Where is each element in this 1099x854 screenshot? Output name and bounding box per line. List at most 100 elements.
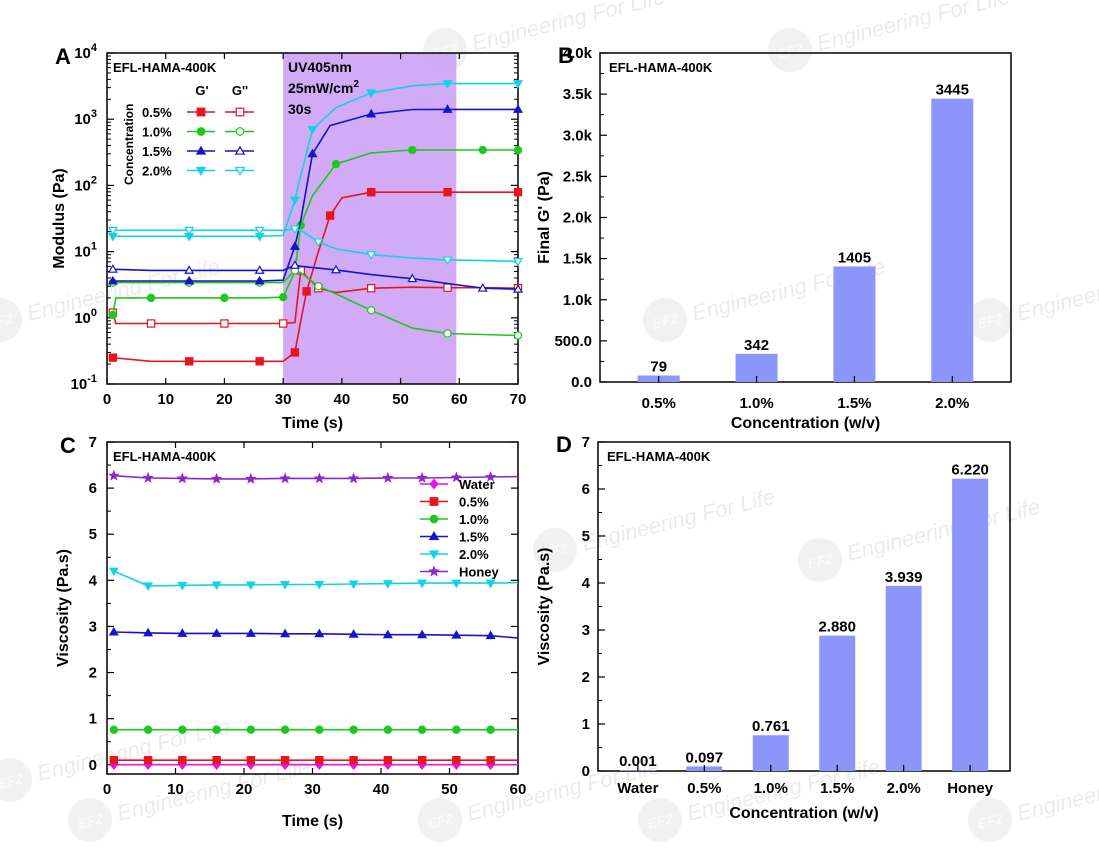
sample-label: EFL-HAMA-400K <box>113 60 217 75</box>
y-tick-label: 0 <box>89 757 97 774</box>
data-point <box>417 629 428 639</box>
data-label: 79 <box>650 359 667 376</box>
data-point <box>255 357 264 366</box>
data-point <box>452 725 461 734</box>
data-point <box>108 626 119 636</box>
data-point <box>512 257 524 267</box>
y-axis-label: Viscosity (Pa.s) <box>536 548 553 666</box>
y-tick-label: 10-1 <box>71 373 97 393</box>
data-point <box>513 331 523 340</box>
data-point <box>347 472 360 484</box>
data-point <box>289 196 300 206</box>
data-point <box>442 104 453 113</box>
panel-label: C <box>60 433 76 458</box>
x-tick-label: 20 <box>236 781 253 798</box>
data-point <box>383 755 393 765</box>
legend-label: Water <box>459 477 495 492</box>
data-point <box>512 104 524 113</box>
y-tick-label: 2.0k <box>563 210 593 227</box>
plot-frame <box>106 441 519 775</box>
legend-label: 2.0% <box>142 164 172 179</box>
watermark-logo-text: EF2 <box>651 310 680 332</box>
data-label: 3.939 <box>885 569 923 586</box>
watermark-logo <box>798 538 842 582</box>
data-point <box>451 579 462 589</box>
data-point <box>184 275 195 285</box>
x-axis-label: Time (s) <box>282 415 343 432</box>
bar <box>833 266 876 382</box>
watermark-logo <box>638 798 682 842</box>
x-tick-label: Water <box>617 780 658 797</box>
data-point <box>108 310 118 320</box>
series-line <box>112 269 519 337</box>
data-point <box>245 628 256 637</box>
data-point <box>107 264 118 273</box>
data-point <box>245 581 256 591</box>
uv-line-2: 25mW/cm2 <box>288 79 359 96</box>
panel-c: 0 10 20 30 40 50 60 0 1 2 3 4 5 6 7 Water 0.5% 1.0% 1.5% 2.… <box>55 433 526 830</box>
data-point <box>211 628 222 637</box>
data-point <box>485 579 496 589</box>
legend-marker <box>429 497 439 506</box>
legend-title: Concentration <box>122 104 136 185</box>
data-point <box>177 628 188 637</box>
y-tick-label: 103 <box>74 108 97 128</box>
uv-line-3: 30s <box>288 101 312 117</box>
data-point <box>108 567 119 577</box>
watermark-logo-text: EF2 <box>976 310 1005 332</box>
watermark-logo <box>968 798 1012 842</box>
x-tick-label: 60 <box>451 391 468 408</box>
data-point <box>220 293 229 303</box>
bar <box>952 478 989 771</box>
data-point <box>383 725 393 734</box>
y-tick-label: 3 <box>582 622 590 639</box>
x-tick-label: 0.5% <box>642 395 676 412</box>
y-tick-label: 101 <box>74 241 97 261</box>
data-point <box>315 725 324 734</box>
watermark-text: Engineering For Life <box>579 484 777 556</box>
legend-marker <box>428 531 440 541</box>
data-point <box>289 241 300 250</box>
legend-label: 1.5% <box>142 144 172 159</box>
uv-region <box>283 53 457 384</box>
x-tick-label: 50 <box>441 781 458 798</box>
data-point <box>176 472 189 484</box>
data-point <box>417 725 427 734</box>
y-tick-label: 3.5k <box>563 86 593 103</box>
data-point <box>143 725 153 734</box>
y-axis-label: Viscosity (Pa.s) <box>55 549 72 667</box>
legend-marker <box>429 514 439 524</box>
y-tick-label: 4.0k <box>563 45 593 62</box>
y-tick-label: 100 <box>74 307 97 327</box>
data-label: 0.761 <box>752 718 790 735</box>
y-tick-label: 1 <box>582 716 590 733</box>
series-line <box>112 108 518 282</box>
data-point <box>279 472 291 484</box>
legend-marker-g1 <box>195 166 207 176</box>
data-point <box>314 628 325 638</box>
watermark-text: Engineering For Life <box>814 0 1012 56</box>
data-point <box>146 293 156 303</box>
y-tick-label: 2 <box>89 665 97 682</box>
x-tick-label: 30 <box>275 391 292 408</box>
y-tick-label: 104 <box>74 42 98 62</box>
y-tick-label: 7 <box>89 434 97 451</box>
x-tick-label: 40 <box>373 781 390 798</box>
x-axis-label: Concentration (w/v) <box>731 415 880 432</box>
data-label: 1405 <box>838 249 871 266</box>
data-point <box>366 89 377 99</box>
data-point <box>382 580 393 589</box>
data-point <box>146 319 156 328</box>
data-point <box>382 629 393 639</box>
y-tick-label: 1.0k <box>563 292 593 309</box>
data-point <box>442 80 453 89</box>
x-axis-label: Time (s) <box>282 813 343 830</box>
y-tick-label: 1 <box>89 711 97 728</box>
data-point <box>307 148 318 158</box>
data-point <box>210 472 223 484</box>
plot-frame <box>106 52 519 385</box>
